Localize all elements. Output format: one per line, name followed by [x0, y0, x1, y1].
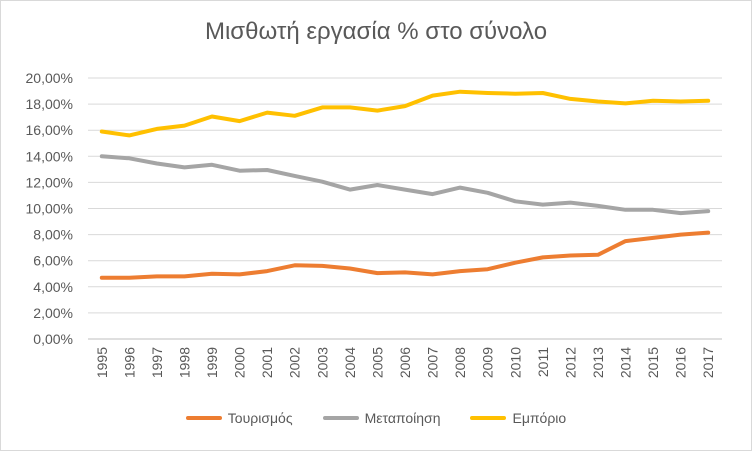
legend-label-commerce: Εμπόριο — [512, 410, 567, 426]
x-tick-label: 1995 — [94, 347, 110, 378]
y-tick-label: 6,00% — [33, 253, 73, 269]
series-line-0 — [99, 230, 711, 280]
legend-label-tourism: Τουρισμός — [227, 410, 293, 426]
x-tick-label: 2016 — [673, 347, 689, 378]
y-tick-label: 12,00% — [26, 174, 73, 190]
legend-swatch-manufacturing — [322, 416, 359, 420]
x-tick-label: 2001 — [259, 347, 275, 378]
legend-swatch-tourism — [185, 416, 222, 420]
series-line-1 — [99, 154, 711, 216]
legend-item-commerce: Εμπόριο — [470, 410, 566, 426]
legend: Τουρισμός Μεταποίηση Εμπόριο — [0, 410, 752, 426]
x-tick-label: 2002 — [287, 347, 303, 378]
x-tick-label: 2017 — [700, 347, 716, 378]
x-tick-label: 1997 — [149, 347, 165, 378]
series-line-2 — [99, 89, 711, 138]
legend-label-manufacturing: Μεταποίηση — [364, 410, 441, 426]
x-tick-label: 2014 — [618, 347, 634, 378]
x-tick-label: 2004 — [342, 347, 358, 378]
x-tick-label: 2008 — [452, 347, 468, 378]
legend-item-tourism: Τουρισμός — [185, 410, 293, 426]
chart-title: Μισθωτή εργασία % στο σύνολο — [204, 18, 548, 45]
x-tick-label: 1996 — [121, 347, 137, 378]
y-tick-label: 2,00% — [33, 305, 73, 321]
x-tick-label: 2000 — [232, 347, 248, 378]
x-tick-label: 2015 — [645, 347, 661, 378]
legend-item-manufacturing: Μεταποίηση — [322, 410, 441, 426]
x-tick-label: 2009 — [480, 347, 496, 378]
x-tick-label: 1998 — [176, 347, 192, 378]
y-tick-label: 4,00% — [33, 279, 73, 295]
x-tick-label: 1999 — [204, 347, 220, 378]
y-tick-label: 20,00% — [26, 70, 73, 86]
x-tick-label: 2013 — [590, 347, 606, 378]
x-tick-label: 2006 — [397, 347, 413, 378]
x-tick-label: 2005 — [369, 347, 385, 378]
x-tick-label: 2012 — [562, 347, 578, 378]
y-tick-label: 0,00% — [33, 331, 73, 347]
y-tick-label: 8,00% — [33, 227, 73, 243]
x-tick-label: 2010 — [507, 347, 523, 378]
legend-swatch-commerce — [470, 416, 507, 420]
x-tick-label: 2011 — [535, 347, 551, 377]
y-tick-label: 16,00% — [26, 122, 73, 138]
y-tick-label: 18,00% — [26, 96, 73, 112]
y-tick-label: 10,00% — [26, 201, 73, 217]
x-tick-label: 2007 — [425, 347, 441, 378]
x-tick-label: 2003 — [314, 347, 330, 378]
y-tick-label: 14,00% — [26, 148, 73, 164]
